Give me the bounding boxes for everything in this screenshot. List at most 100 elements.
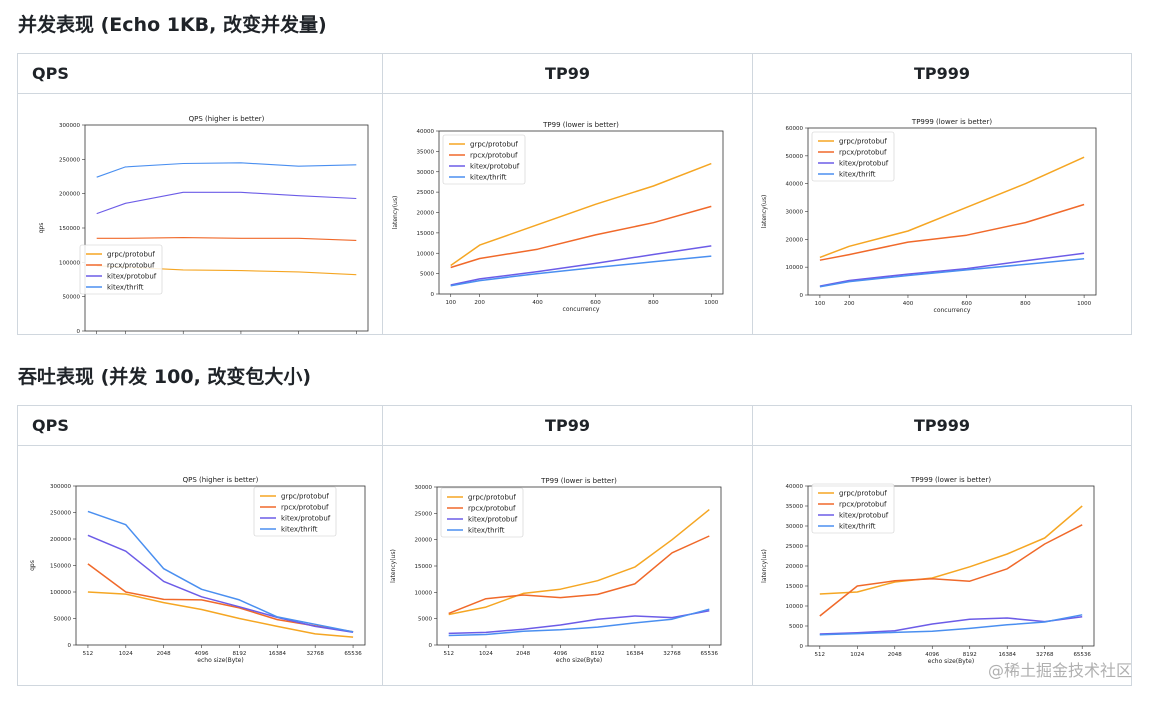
y-axis-label: qps	[29, 560, 36, 571]
x-tick-label: 4096	[553, 651, 567, 657]
x-tick-label: 2048	[516, 651, 530, 657]
chart-title: TP99 (lower is better)	[540, 477, 617, 485]
series-line-grpc-protobuf	[448, 509, 710, 616]
y-tick-label: 15000	[415, 564, 433, 570]
series-line-kitex-thrift	[448, 608, 710, 637]
y-tick-label: 20000	[786, 237, 804, 243]
y-tick-label: 35000	[417, 149, 435, 155]
y-tick-label: 60000	[786, 126, 804, 132]
y-tick-label: 15000	[786, 584, 804, 590]
benchmark-table-concurrency: QPS TP99 TP999 QPS (higher is better) 0 50…	[17, 53, 1132, 350]
x-tick-label: 32768	[1036, 652, 1054, 658]
legend: grpc/protobuf rpcx/protobuf kitex/protobuf…	[440, 487, 524, 538]
chart-title: TP999 (lower is better)	[910, 476, 991, 484]
x-tick-label: 8192	[963, 652, 977, 658]
y-tick-label: 10000	[786, 265, 804, 271]
y-tick-label: 100000	[59, 260, 80, 266]
header-tp99: TP99	[383, 54, 752, 94]
legend-label: grpc/protobuf	[839, 490, 887, 498]
x-tick-label: 4096	[925, 652, 939, 658]
legend-label: kitex/protobuf	[468, 516, 518, 524]
y-tick-label: 250000	[59, 157, 80, 163]
x-tick-label: 1024	[479, 651, 493, 657]
legend-label: kitex/protobuf	[281, 515, 331, 523]
y-tick-label: 0	[77, 329, 81, 334]
legend: grpc/protobuf rpcx/protobuf kitex/protobuf…	[79, 244, 163, 295]
y-tick-label: 30000	[786, 210, 804, 216]
y-tick-label: 100000	[50, 590, 71, 596]
header-qps: QPS	[18, 54, 382, 94]
chart-tp99-echo-size: TP99 (lower is better) 0 5000 10000 15000 200…	[390, 477, 722, 664]
x-tick-label: 65536	[1073, 652, 1091, 658]
y-axis-label: latency(us)	[761, 195, 768, 229]
legend-label: rpcx/protobuf	[470, 152, 518, 160]
y-tick-label: 5000	[420, 272, 434, 278]
legend-label: kitex/thrift	[839, 171, 876, 179]
y-tick-label: 150000	[59, 226, 80, 232]
legend-label: kitex/thrift	[281, 526, 318, 534]
chart-tp999-echo-size: TP999 (lower is better) 0 5000 10000 15000 20…	[761, 476, 1095, 665]
y-tick-label: 300000	[59, 123, 80, 129]
y-tick-label: 0	[429, 643, 433, 649]
y-tick-label: 30000	[786, 524, 804, 530]
legend-box	[79, 244, 163, 295]
y-axis-label: qps	[38, 223, 45, 234]
series-line-kitex-thrift	[96, 162, 357, 178]
chart-tp99-concurrency: TP99 (lower is better) 0 5000 10000 15000 200…	[392, 121, 724, 313]
x-tick-label: 65536	[344, 651, 362, 657]
legend-label: kitex/protobuf	[470, 163, 520, 171]
x-axis-label: echo size(Byte)	[197, 657, 243, 664]
x-tick-label: 4096	[195, 651, 209, 657]
y-tick-label: 250000	[50, 511, 71, 517]
watermark: @稀土掘金技术社区	[987, 661, 1132, 680]
y-tick-label: 35000	[786, 504, 804, 510]
legend-label: rpcx/protobuf	[839, 149, 887, 157]
y-axis-label: latency(us)	[392, 196, 399, 230]
y-tick-label: 40000	[786, 484, 804, 490]
y-tick-label: 30000	[415, 485, 433, 491]
legend-box	[440, 487, 524, 538]
series-line-kitex-protobuf	[819, 616, 1083, 635]
chart-tp999-concurrency: TP999 (lower is better) 0 10000 20000 30000 4…	[761, 118, 1097, 314]
legend-label: grpc/protobuf	[281, 493, 329, 501]
header-tp999: TP999	[753, 54, 1131, 94]
series-line-kitex-protobuf	[96, 191, 357, 215]
x-axis-label: concurrency	[563, 306, 600, 313]
series-line-rpcx-protobuf	[819, 203, 1085, 261]
legend-box	[811, 131, 895, 182]
x-tick-label: 16384	[626, 651, 644, 657]
y-tick-label: 10000	[417, 251, 435, 257]
legend: grpc/protobuf rpcx/protobuf kitex/protobuf…	[811, 131, 895, 182]
y-tick-label: 200000	[59, 192, 80, 198]
x-tick-label: 1024	[850, 652, 864, 658]
chart-title: QPS (higher is better)	[189, 115, 265, 123]
series-line-rpcx-protobuf	[450, 205, 712, 269]
cell-tp99-chart: TP99 (lower is better) 0 5000 10000 15000 200…	[383, 95, 752, 334]
x-tick-label: 400	[903, 301, 914, 307]
legend-label: kitex/thrift	[468, 527, 505, 535]
y-tick-label: 300000	[50, 484, 71, 490]
x-tick-label: 16384	[269, 651, 287, 657]
legend: grpc/protobuf rpcx/protobuf kitex/protobuf…	[442, 134, 526, 185]
chart-qps-concurrency: QPS (higher is better) 0 50000 100000 150000…	[38, 115, 369, 350]
chart-qps-echo-size: QPS (higher is better) 0 50000 100000 150000…	[29, 476, 366, 664]
x-tick-label: 2048	[888, 652, 902, 658]
x-tick-label: 200	[844, 301, 855, 307]
x-tick-label: 400	[532, 300, 543, 306]
legend-label: kitex/protobuf	[839, 160, 889, 168]
header-tp999: TP999	[753, 406, 1131, 446]
x-tick-label: 512	[443, 651, 454, 657]
legend-label: rpcx/protobuf	[281, 504, 329, 512]
cell-qps-chart: QPS (higher is better) 0 50000 100000 150000…	[18, 95, 382, 350]
plot-frame	[84, 124, 369, 332]
x-tick-label: 100	[445, 300, 456, 306]
y-tick-label: 50000	[54, 617, 72, 623]
cell-tp99-chart: TP99 (lower is better) 0 5000 10000 15000 200…	[383, 447, 752, 685]
y-axis-label: latency(us)	[390, 549, 397, 583]
legend-label: grpc/protobuf	[107, 251, 155, 259]
section-title-concurrency: 并发表现 (Echo 1KB, 改变并发量)	[18, 14, 327, 36]
legend-box	[253, 486, 337, 537]
legend-label: grpc/protobuf	[839, 138, 887, 146]
y-tick-label: 20000	[415, 538, 433, 544]
y-tick-label: 50000	[786, 154, 804, 160]
